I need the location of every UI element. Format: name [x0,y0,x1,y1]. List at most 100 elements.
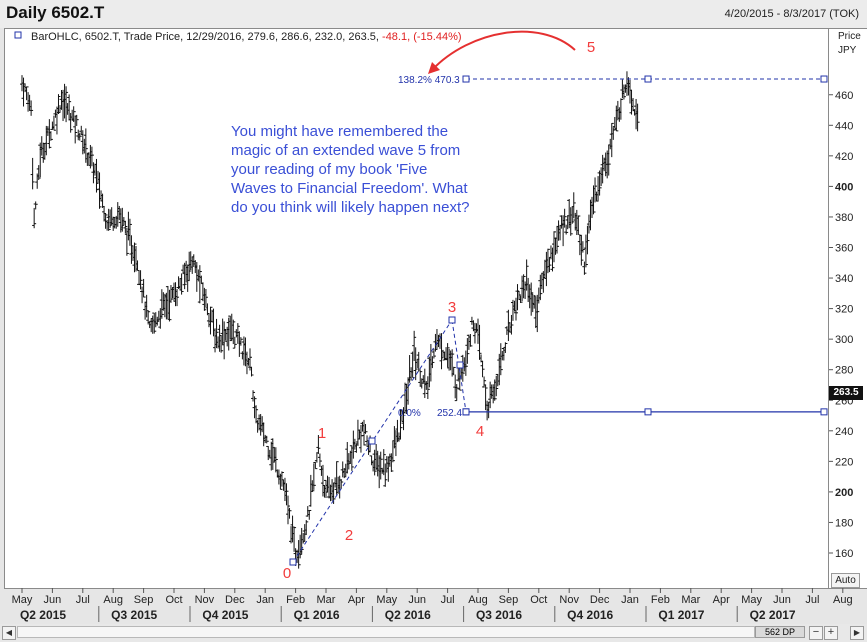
scroll-thumb[interactable]: 562 DP [755,626,805,638]
x-month-label: Dec [225,594,245,606]
last-price-badge: 263.5 [829,386,863,400]
info-line: BarOHLC, 6502.T, Trade Price, 12/29/2016… [31,31,462,43]
wave-label-3: 3 [448,299,456,316]
price-label-line1: Price [838,31,861,42]
wave-handle-icon [368,437,376,445]
x-month-label: Jan [256,594,274,606]
y-tick-label: 180 [835,517,853,529]
fib-handle-icon [820,75,828,83]
x-quarter-label: Q1 2017 [658,608,704,622]
x-month-label: Mar [681,594,700,606]
y-tick-label: 220 [835,456,853,468]
x-month-label: Nov [195,594,215,606]
x-month-label: Jan [621,594,639,606]
x-month-label: Jun [44,594,62,606]
x-quarter-label: Q4 2016 [567,608,613,622]
y-tick-label: 240 [835,426,853,438]
fib-handle-icon [820,408,828,416]
x-quarter-label: Q2 2017 [750,608,796,622]
y-axis-ticks: 1601802002202402602803003203403603804004… [829,90,853,560]
x-month-label: Oct [165,594,182,606]
x-month-label: Sep [499,594,519,606]
info-line-change: -48.1, (-15.44%) [382,31,462,43]
x-month-label: Jul [441,594,455,606]
annotation-note: You might have remembered the magic of a… [231,123,470,216]
x-month-label: Feb [286,594,305,606]
x-month-label: Nov [559,594,579,606]
price-axis-label: Price JPY [838,30,861,58]
fibonacci-levels: 138.2% 470.3 0.0% 252.4 [398,75,828,419]
title-bar: Daily 6502.T 4/20/2015 - 8/3/2017 (TOK) [0,0,867,28]
x-month-label: Jul [805,594,819,606]
x-month-label: Apr [348,594,365,606]
x-quarter-label: Q4 2015 [202,608,248,622]
curved-arrow [431,30,576,71]
y-tick-label: 280 [835,365,853,377]
plot-area[interactable] [4,28,829,589]
y-tick-label: 420 [835,151,853,163]
scroll-left-button[interactable]: ◀ [2,626,16,640]
y-tick-label: 440 [835,120,853,132]
fib-handle-icon [644,75,652,83]
x-month-label: Sep [134,594,154,606]
fib-handle-icon [644,408,652,416]
x-month-label: Jul [76,594,90,606]
wave-0-3-line [292,319,453,563]
y-tick-label: 340 [835,273,853,285]
x-quarter-label: Q3 2015 [111,608,157,622]
top-left-marker-icon [14,31,22,39]
chart-title: Daily 6502.T [6,3,105,22]
y-tick-label: 160 [835,548,853,560]
wave-3-4-line [451,319,467,412]
x-month-label: Mar [317,594,336,606]
y-tick-label: 380 [835,212,853,224]
price-axis-panel[interactable] [829,28,867,589]
x-quarter-label: Q2 2016 [385,608,431,622]
ohlc-bars [20,71,640,569]
x-month-label: Jun [408,594,426,606]
wave-lines [289,316,470,566]
wave-labels: 0 1 2 3 4 5 [283,39,595,582]
wave-label-2: 2 [345,527,353,544]
zoom-in-button[interactable]: + [824,626,838,640]
x-quarter-label: Q3 2016 [476,608,522,622]
wave-label-1: 1 [318,425,326,442]
x-month-label: Apr [713,594,730,606]
zoom-out-button[interactable]: − [809,626,823,640]
y-tick-label: 400 [835,181,853,193]
fib-level-0-percent: 0.0% [398,408,421,419]
wave-handle-icon [456,361,464,369]
auto-scale-button[interactable]: Auto [831,573,860,588]
x-month-label: Feb [651,594,670,606]
x-quarter-label: Q2 2015 [20,608,66,622]
date-range: 4/20/2015 - 8/3/2017 (TOK) [724,8,859,20]
wave-handle-icon [462,408,470,416]
y-tick-label: 460 [835,90,853,102]
scroll-right-button[interactable]: ▶ [850,626,864,640]
y-tick-label: 300 [835,334,853,346]
wave-label-0: 0 [283,565,291,582]
fib-level-138-label: 138.2% 470.3 [398,75,460,86]
x-month-label: Jun [773,594,791,606]
x-month-label: Aug [833,594,853,606]
price-label-line2: JPY [838,45,857,56]
x-month-label: May [741,594,762,606]
x-month-label: Aug [103,594,123,606]
y-tick-label: 320 [835,304,853,316]
wave-label-5: 5 [587,39,595,56]
curved-arrow-head [428,62,440,74]
x-quarter-label: Q1 2016 [294,608,340,622]
fib-level-0-value: 252.4 [437,408,462,419]
y-tick-label: 360 [835,243,853,255]
info-line-main: BarOHLC, 6502.T, Trade Price, 12/29/2016… [31,31,379,43]
x-axis-ticks: May Jun Jul Aug Sep Oct Nov Dec Jan Feb Mar Apr May J… [12,588,853,622]
x-month-label: Dec [590,594,610,606]
x-month-label: Oct [530,594,547,606]
x-month-label: May [12,594,33,606]
wave-label-4: 4 [476,423,484,440]
fib-handle-icon [462,75,470,83]
wave-handle-icon [448,316,456,324]
scroll-track[interactable] [17,626,755,638]
